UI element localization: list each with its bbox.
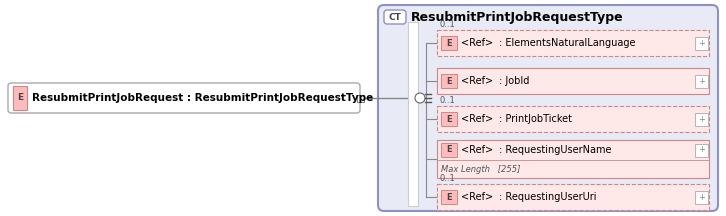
Text: ResubmitPrintJobRequest : ResubmitPrintJobRequestType: ResubmitPrintJobRequest : ResubmitPrintJ… (32, 93, 373, 103)
Text: : RequestingUserName: : RequestingUserName (499, 145, 611, 155)
Text: E: E (446, 114, 452, 124)
Circle shape (415, 93, 425, 103)
Text: : JobId: : JobId (499, 76, 529, 86)
Text: <Ref>: <Ref> (461, 192, 493, 202)
Text: E: E (446, 38, 452, 48)
Text: +: + (698, 114, 705, 124)
FancyBboxPatch shape (384, 10, 406, 24)
Bar (441, 36, 457, 50)
Text: 0..1: 0..1 (439, 96, 454, 105)
Text: <Ref>: <Ref> (461, 76, 493, 86)
Text: E: E (17, 94, 23, 103)
Bar (695, 143, 708, 157)
Bar (695, 191, 708, 203)
Bar (695, 113, 708, 125)
Text: <Ref>: <Ref> (461, 114, 493, 124)
FancyBboxPatch shape (378, 5, 718, 211)
Bar (437, 30, 709, 56)
FancyBboxPatch shape (8, 83, 360, 113)
Bar (13, 86, 27, 110)
Bar (441, 112, 457, 126)
Text: +: + (698, 192, 705, 202)
Bar (441, 143, 457, 157)
Text: Max Length   [255]: Max Length [255] (441, 165, 521, 173)
Bar (437, 140, 709, 178)
Bar (408, 22, 418, 206)
Bar (356, 95, 364, 102)
Text: +: + (698, 38, 705, 48)
Text: CT: CT (388, 13, 401, 22)
Text: E: E (446, 76, 452, 86)
Text: : RequestingUserUri: : RequestingUserUri (499, 192, 597, 202)
Text: : ElementsNaturalLanguage: : ElementsNaturalLanguage (499, 38, 635, 48)
Text: ResubmitPrintJobRequestType: ResubmitPrintJobRequestType (411, 11, 624, 24)
Bar (695, 37, 708, 49)
Text: 0..1: 0..1 (439, 20, 454, 29)
Bar (441, 190, 457, 204)
Bar (437, 106, 709, 132)
Text: E: E (446, 146, 452, 154)
Text: E: E (446, 192, 452, 202)
Bar (437, 68, 709, 94)
Bar (437, 184, 709, 210)
Text: +: + (698, 146, 705, 154)
Text: +: + (698, 76, 705, 86)
Bar (695, 75, 708, 87)
Bar (441, 74, 457, 88)
Text: : PrintJobTicket: : PrintJobTicket (499, 114, 572, 124)
Text: 0..1: 0..1 (439, 174, 454, 183)
Text: <Ref>: <Ref> (461, 38, 493, 48)
Text: <Ref>: <Ref> (461, 145, 493, 155)
